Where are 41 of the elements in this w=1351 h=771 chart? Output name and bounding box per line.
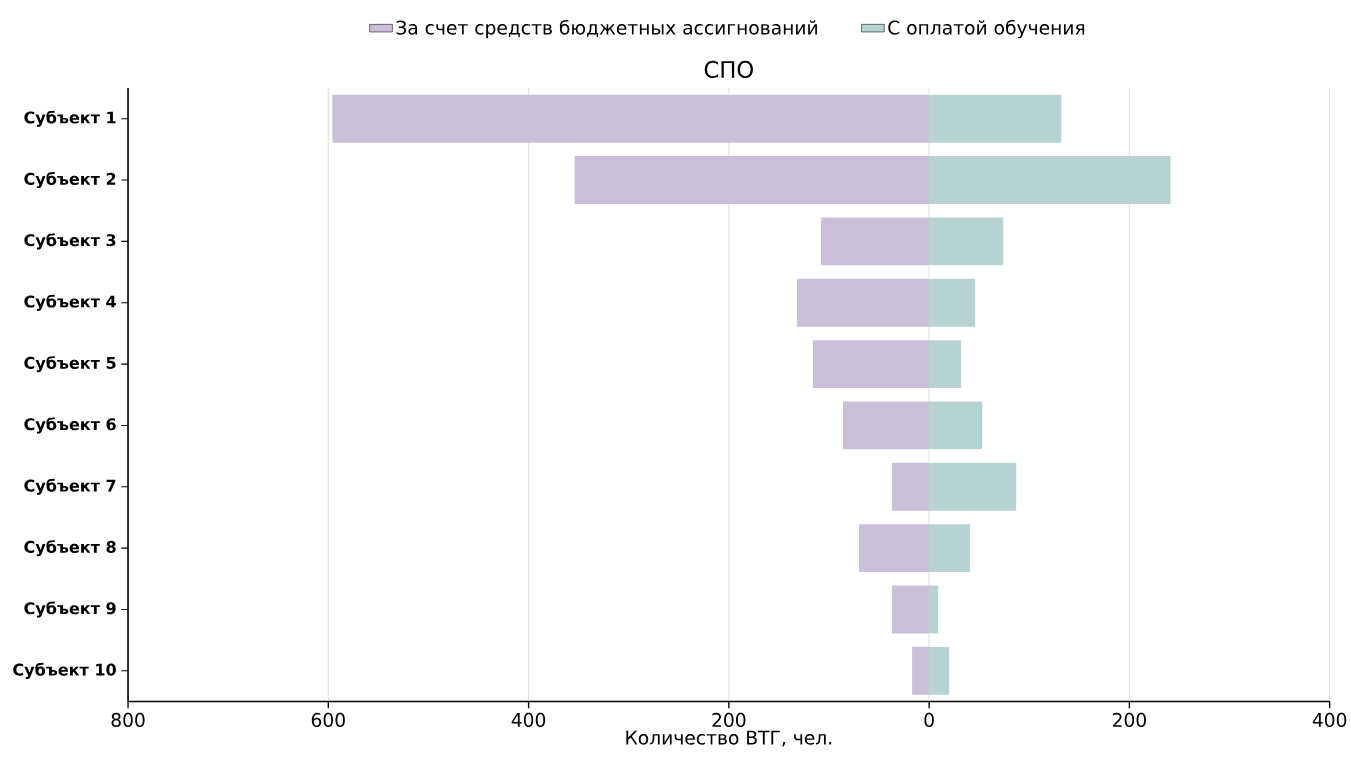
bar bbox=[859, 524, 930, 573]
bar bbox=[332, 94, 930, 143]
x-tick-label: 200 bbox=[712, 712, 746, 728]
bar bbox=[929, 340, 962, 389]
y-tick-label: Субъект 6 bbox=[24, 417, 116, 434]
bar bbox=[929, 401, 983, 450]
x-tick-label: 200 bbox=[1112, 712, 1146, 728]
bar bbox=[574, 156, 930, 205]
x-tick-label: 0 bbox=[924, 712, 934, 728]
bar bbox=[796, 278, 930, 327]
y-tick-label: Субъект 10 bbox=[13, 662, 116, 679]
x-tick-label: 600 bbox=[311, 712, 345, 728]
y-tick-label: Субъект 7 bbox=[24, 478, 116, 495]
y-tick-label: Субъект 3 bbox=[24, 233, 116, 250]
bar bbox=[812, 340, 930, 389]
x-tick-label: 400 bbox=[511, 712, 546, 728]
bar bbox=[929, 278, 976, 327]
y-tick-label: Субъект 1 bbox=[24, 110, 116, 127]
x-tick-label: 800 bbox=[111, 712, 145, 728]
bar bbox=[929, 156, 1171, 205]
bar bbox=[912, 646, 930, 695]
y-tick-label: Субъект 2 bbox=[24, 172, 116, 189]
legend-label: С оплатой обучения bbox=[888, 19, 1085, 39]
bar bbox=[843, 401, 930, 450]
x-tick-label: 400 bbox=[1312, 712, 1347, 728]
bar bbox=[820, 217, 930, 266]
bar bbox=[929, 646, 950, 695]
bar bbox=[929, 217, 1004, 266]
bar bbox=[892, 462, 930, 511]
bar bbox=[929, 524, 971, 573]
bar bbox=[929, 462, 1017, 511]
bar bbox=[892, 585, 930, 634]
y-tick-label: Субъект 8 bbox=[24, 540, 116, 557]
y-tick-label: Субъект 4 bbox=[24, 294, 116, 311]
legend-label: За счет средств бюджетных ассигнований bbox=[396, 19, 817, 39]
y-tick-label: Субъект 5 bbox=[24, 356, 116, 373]
chart-title: СПО bbox=[704, 60, 753, 79]
x-axis-title: Количество ВТГ, чел. bbox=[626, 730, 832, 747]
bar bbox=[929, 94, 1062, 143]
bar bbox=[929, 585, 939, 634]
y-tick-label: Субъект 9 bbox=[24, 601, 116, 618]
